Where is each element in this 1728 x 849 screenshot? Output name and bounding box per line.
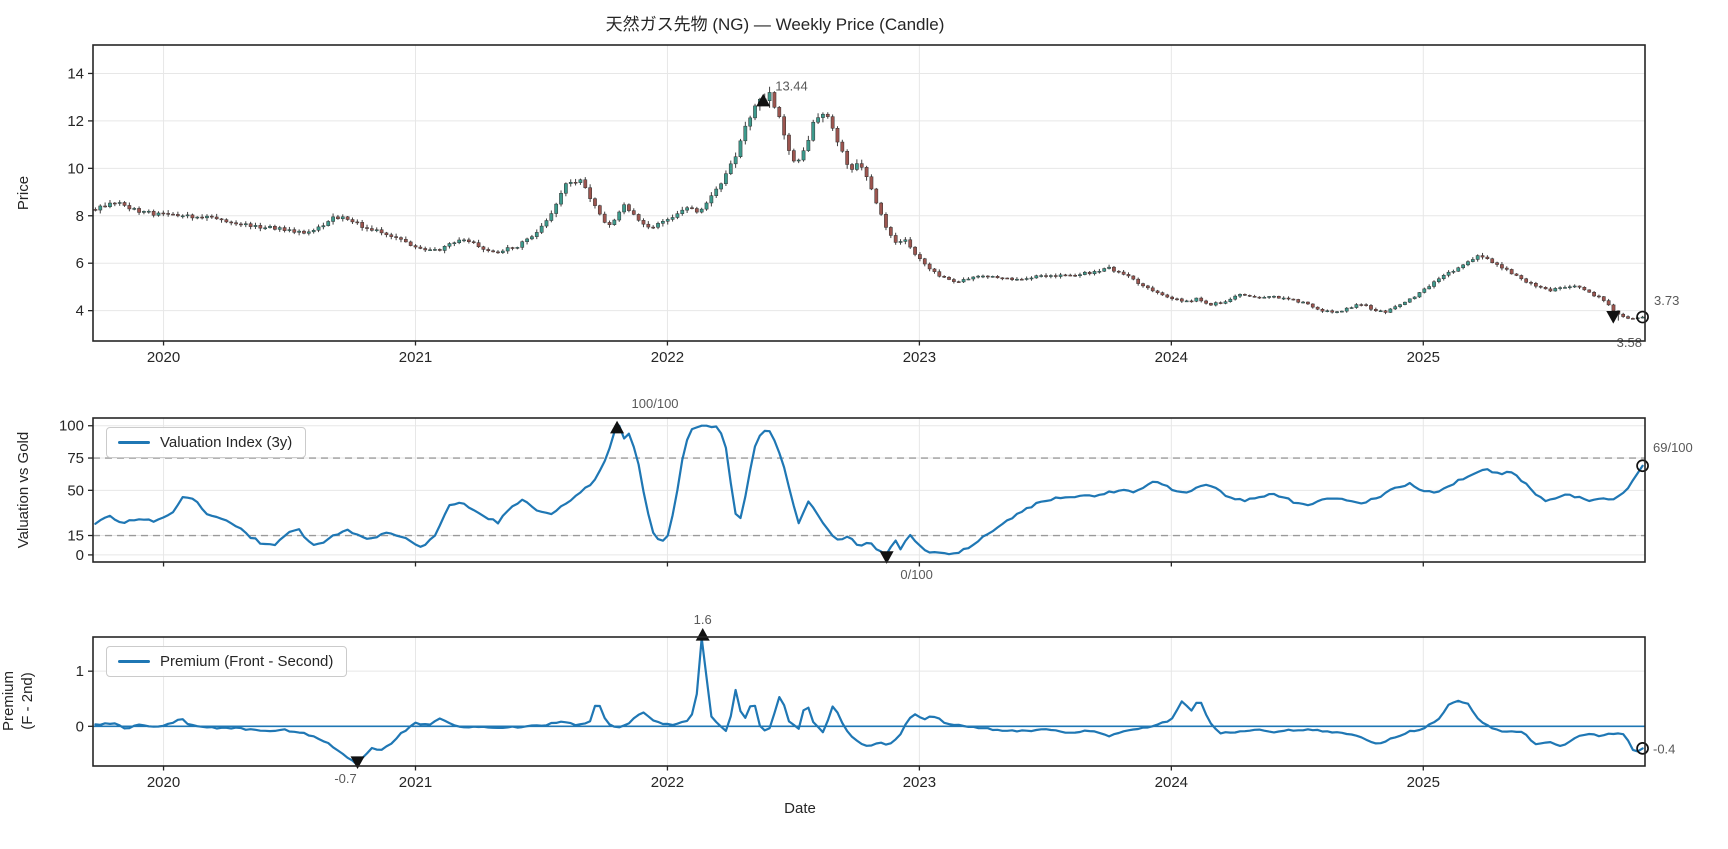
annotation-premium-last: -0.4 [1653, 741, 1675, 756]
valuation-line [94, 424, 1644, 556]
x-tick-label: 2025 [1407, 349, 1440, 366]
premium-annotations: 1.6 -0.7 -0.4 [334, 612, 1675, 786]
x-tick-label: 2020 [147, 774, 180, 791]
y-tick-label: 15 [67, 528, 84, 545]
annotation-price-last: 3.73 [1654, 293, 1679, 308]
y-tick-label: 4 [76, 303, 84, 320]
legend-line-sample-icon [118, 660, 150, 663]
y-tick-label: 10 [67, 160, 84, 177]
valuation-annotations: 100/100 0/100 69/100 [610, 396, 1693, 582]
valuation-panel: 100/100 0/100 69/100 0 15 50 75 100 [59, 396, 1693, 582]
annotation-price-high: 13.44 [775, 79, 808, 94]
valuation-y-axis-label: Valuation vs Gold [15, 432, 32, 548]
legend-valuation-index: Valuation Index (3y) [106, 427, 307, 458]
price-series [93, 86, 1645, 321]
premium-axis-ticks: 0 1 2020 2021 2022 2023 2024 2025 [76, 663, 1440, 791]
x-tick-label: 2024 [1155, 349, 1188, 366]
price-annotations: 13.44 3.58 3.73 [756, 79, 1679, 350]
legend-premium: Premium (Front - Second) [106, 646, 348, 677]
x-tick-label: 2023 [903, 349, 936, 366]
date-axis-label: Date [784, 800, 816, 817]
price-axis-ticks: 4 6 8 10 12 14 2020 2021 2022 2023 2024 2025 [67, 65, 1440, 366]
annotation-valuation-min: 0/100 [900, 567, 933, 582]
x-tick-label: 2021 [399, 349, 432, 366]
premium-y-axis-label-line1: Premium [0, 671, 17, 731]
x-tick-label: 2025 [1407, 774, 1440, 791]
y-tick-label: 0 [76, 718, 84, 735]
annotation-premium-min: -0.7 [334, 771, 356, 786]
y-tick-label: 0 [76, 547, 84, 564]
legend-line-sample-icon [118, 441, 150, 444]
y-tick-label: 50 [67, 482, 84, 499]
y-tick-label: 75 [67, 450, 84, 467]
y-tick-label: 100 [59, 418, 84, 435]
valuation-axis-ticks: 0 15 50 75 100 [59, 418, 1424, 567]
y-tick-label: 14 [67, 65, 84, 82]
annotation-valuation-max: 100/100 [632, 396, 679, 411]
y-tick-label: 1 [76, 663, 84, 680]
x-tick-label: 2024 [1155, 774, 1188, 791]
price-panel: 13.44 3.58 3.73 4 6 8 10 12 14 2020 2021 2022 2023 20… [67, 44, 1679, 366]
valuation-series [94, 424, 1644, 556]
y-tick-label: 6 [76, 255, 84, 272]
premium-y-axis-label-line2: (F - 2nd) [19, 672, 36, 730]
x-tick-label: 2022 [651, 774, 684, 791]
premium-panel: 1.6 -0.7 -0.4 0 1 2020 2021 2022 2023 2024 2025 [76, 612, 1676, 791]
x-tick-label: 2022 [651, 349, 684, 366]
legend-label-valuation: Valuation Index (3y) [160, 434, 293, 451]
y-tick-label: 12 [67, 113, 84, 130]
x-tick-label: 2021 [399, 774, 432, 791]
y-tick-label: 8 [76, 208, 84, 225]
legend-label-premium: Premium (Front - Second) [160, 653, 334, 670]
x-tick-label: 2023 [903, 774, 936, 791]
annotation-premium-max: 1.6 [694, 612, 712, 627]
price-y-axis-label: Price [15, 176, 32, 210]
annotation-valuation-last: 69/100 [1653, 440, 1693, 455]
x-tick-label: 2020 [147, 349, 180, 366]
annotation-price-low: 3.58 [1617, 335, 1642, 350]
chart-title: 天然ガス先物 (NG) — Weekly Price (Candle) [606, 15, 945, 34]
